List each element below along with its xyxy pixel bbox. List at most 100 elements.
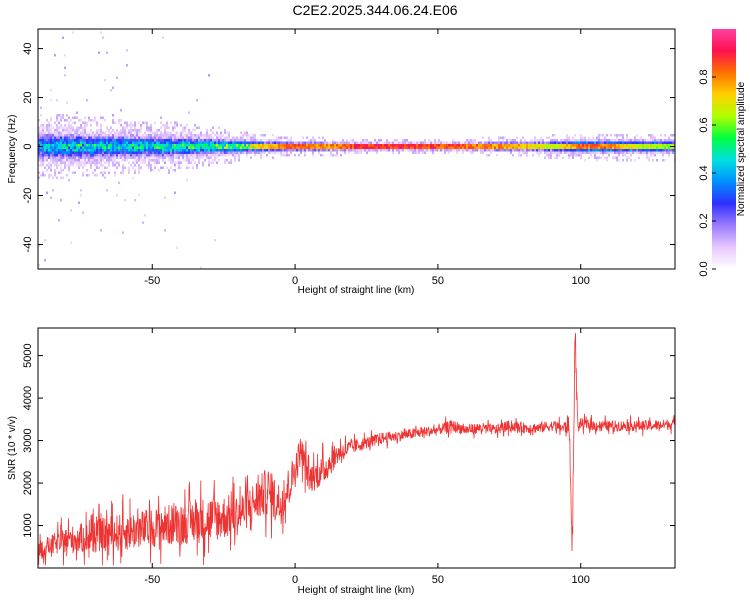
spectrogram-cell xyxy=(158,139,160,142)
spectrogram-cell xyxy=(162,156,164,159)
spectrogram-cell xyxy=(354,149,356,152)
spectrogram-cell xyxy=(600,139,602,142)
spectrogram-cell xyxy=(424,151,426,154)
spectrogram-cell xyxy=(204,141,206,144)
spectrogram-cell xyxy=(364,139,366,142)
spectrogram-cell xyxy=(44,141,46,144)
spectrogram-cell xyxy=(260,149,262,152)
spectrogram-cell xyxy=(192,129,194,132)
spectrogram-cell xyxy=(240,149,242,152)
spectrogram-cell xyxy=(158,151,160,154)
spectrogram-cell xyxy=(218,144,220,147)
spectrogram-cell xyxy=(38,151,40,154)
spectrogram-cell xyxy=(576,151,578,154)
spectrogram-cell xyxy=(610,141,612,144)
spectrogram-cell xyxy=(90,164,92,167)
spectrogram-cell xyxy=(484,141,486,144)
spectrogram-cell xyxy=(534,139,536,142)
spectrogram-cell xyxy=(536,149,538,152)
spectrogram-cell xyxy=(582,146,584,149)
spectrogram-cell xyxy=(50,119,52,122)
spectrogram-cell xyxy=(210,141,212,144)
spectrogram-cell xyxy=(176,136,178,139)
spectrogram-cell xyxy=(70,241,72,244)
spectrogram-cell xyxy=(176,149,178,152)
spectrogram-cell xyxy=(556,156,558,159)
spectrogram-cell xyxy=(550,149,552,152)
spectrogram-cell xyxy=(156,154,158,157)
spectrogram-cell xyxy=(388,141,390,144)
spectrogram-cell xyxy=(200,156,202,159)
spectrogram-cell xyxy=(186,149,188,152)
spectrogram-cell xyxy=(522,151,524,154)
spectrogram-cell xyxy=(386,139,388,142)
spectrogram-cell xyxy=(62,114,64,117)
spectrogram-cell xyxy=(380,149,382,152)
spectrogram-cell xyxy=(152,139,154,142)
spectrogram-cell xyxy=(608,139,610,142)
spectrogram-cell xyxy=(220,134,222,137)
spectrogram-cell xyxy=(240,131,242,134)
spectrogram-cell xyxy=(554,139,556,142)
spectrogram-cell xyxy=(232,149,234,152)
spectrogram-cell xyxy=(130,144,132,147)
spectrogram-cell xyxy=(632,146,634,149)
spectrogram-cell xyxy=(304,144,306,147)
spectrogram-cell xyxy=(68,139,70,142)
spectrogram-cell xyxy=(278,136,280,139)
spectrogram-cell xyxy=(658,146,660,149)
spectrogram-cell xyxy=(38,159,40,162)
spectrogram-cell xyxy=(272,134,274,137)
spectrogram-cell xyxy=(44,151,46,154)
spectrogram-cell xyxy=(596,141,598,144)
spectrogram-cell xyxy=(76,111,78,114)
snr-frame xyxy=(37,327,676,569)
spectrogram-cell xyxy=(578,144,580,147)
spectrogram-cell xyxy=(154,141,156,144)
spectrogram-cell xyxy=(126,156,128,159)
spectrogram-cell xyxy=(74,116,76,119)
spectrogram-cell xyxy=(64,161,66,164)
spectrogram-cell xyxy=(102,146,104,149)
spectrogram-cell xyxy=(550,151,552,154)
spectrogram-cell xyxy=(336,151,338,154)
spectrogram-cell xyxy=(110,154,112,157)
spectrogram-cell xyxy=(620,149,622,152)
spectrogram-cell xyxy=(186,131,188,134)
spectrogram-cell xyxy=(220,149,222,152)
spectrogram-cell xyxy=(108,144,110,147)
spectrogram-cell xyxy=(160,149,162,152)
spectrogram-cell xyxy=(174,161,176,164)
spectrogram-cell xyxy=(114,164,116,167)
spectrogram-cell xyxy=(82,121,84,124)
spectrogram-cell xyxy=(230,141,232,144)
spectrogram-cell xyxy=(628,141,630,144)
spectrogram-cell xyxy=(636,141,638,144)
spectrogram-cell xyxy=(506,146,508,149)
spectrogram-cell xyxy=(526,149,528,152)
spectrogram-cell xyxy=(410,144,412,147)
spectrogram-cell xyxy=(68,151,70,154)
spectrogram-cell xyxy=(52,131,54,134)
spectrogram-cell xyxy=(150,136,152,139)
spectrogram-cell xyxy=(110,134,112,137)
spectrogram-cell xyxy=(118,164,120,167)
spectrogram-cell xyxy=(50,159,52,162)
spectrogram-cell xyxy=(246,151,248,154)
spectrogram-cell xyxy=(124,131,126,134)
spectrogram-cell xyxy=(122,144,124,147)
spectrogram-cell xyxy=(170,166,172,169)
spectrogram-cell xyxy=(344,141,346,144)
spectrogram-cell xyxy=(626,144,628,147)
spectrogram-cell xyxy=(452,144,454,147)
spectrogram-cell xyxy=(82,174,84,177)
spectrogram-cell xyxy=(322,149,324,152)
spectrogram-cell xyxy=(172,141,174,144)
spectrogram-cell xyxy=(130,129,132,132)
spectrogram-cell xyxy=(404,146,406,149)
spectrogram-cell xyxy=(194,134,196,137)
spectrogram-cell xyxy=(540,141,542,144)
spectrogram-x-tick-label: -50 xyxy=(144,275,160,287)
spectrogram-cell xyxy=(578,139,580,142)
spectrogram-cell xyxy=(554,156,556,159)
